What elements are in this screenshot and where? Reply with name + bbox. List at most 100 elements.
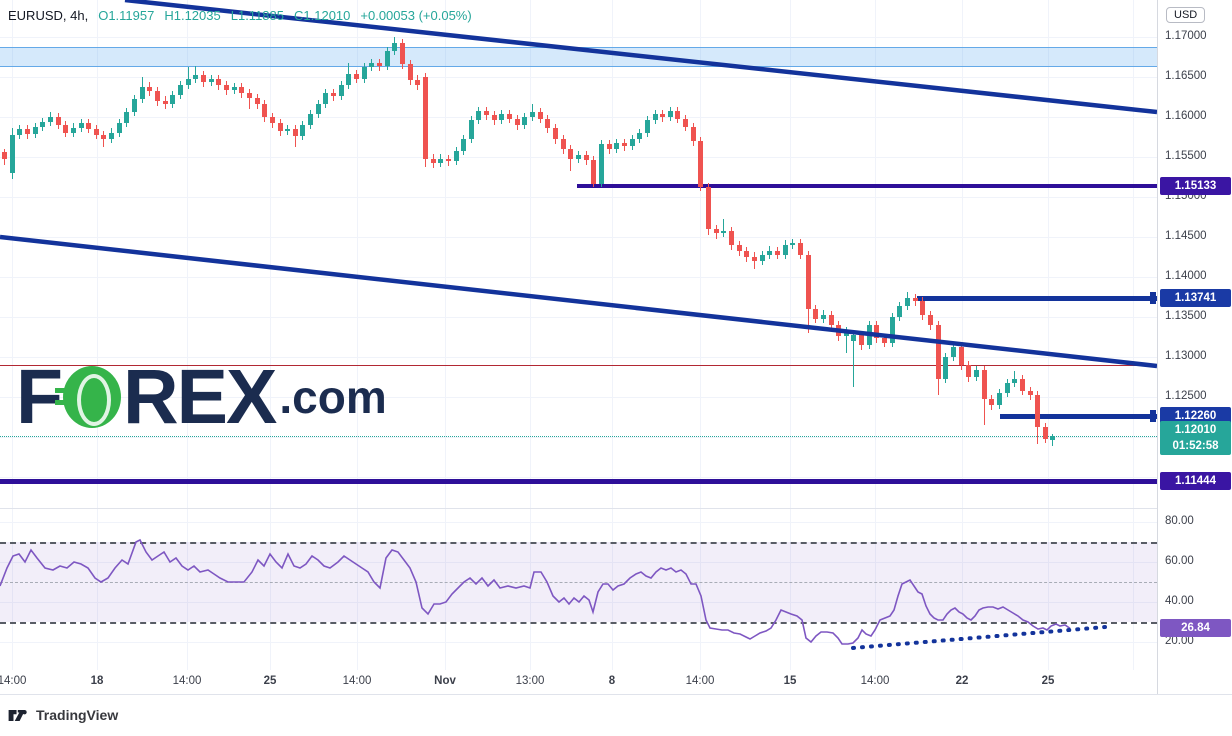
candle[interactable] (323, 93, 329, 105)
candle[interactable] (361, 67, 367, 79)
candle[interactable] (928, 315, 933, 325)
candle[interactable] (331, 93, 337, 97)
candle[interactable] (874, 325, 880, 338)
candle[interactable] (813, 309, 819, 319)
candle[interactable] (514, 118, 520, 125)
candle[interactable] (476, 110, 482, 121)
candle[interactable] (828, 314, 834, 325)
rsi-tick-label[interactable]: 60.00 (1165, 555, 1194, 567)
candle[interactable] (132, 99, 138, 113)
candle[interactable] (598, 144, 604, 185)
tradingview-attribution[interactable]: TradingView (8, 707, 118, 723)
candle[interactable] (407, 64, 413, 81)
pane-separator[interactable] (0, 508, 1157, 509)
candle[interactable] (606, 144, 612, 149)
price-axis[interactable]: USD 1.17000 1.16500 1.16000 1.15500 1.15000 1… (1157, 0, 1232, 694)
candle[interactable] (139, 86, 145, 100)
price-tick-label[interactable]: 1.12500 (1165, 390, 1207, 402)
candle[interactable] (1042, 427, 1048, 439)
candle[interactable] (185, 78, 191, 85)
candle[interactable] (583, 155, 589, 161)
candle[interactable] (40, 121, 46, 127)
rsi-tick-label[interactable]: 80.00 (1165, 515, 1194, 527)
candle[interactable] (759, 255, 765, 261)
candle[interactable] (9, 134, 15, 173)
candle[interactable] (55, 117, 61, 125)
candle[interactable] (208, 78, 214, 82)
candle[interactable] (376, 62, 382, 66)
candle[interactable] (782, 245, 788, 255)
candle[interactable] (109, 133, 115, 140)
candle[interactable] (392, 43, 398, 52)
candle[interactable] (507, 113, 513, 119)
candle[interactable] (231, 86, 237, 90)
candle[interactable] (178, 85, 184, 95)
price-tick-label[interactable]: 1.15500 (1165, 150, 1207, 162)
time-tick-label[interactable]: 15 (783, 675, 797, 687)
time-tick-label[interactable]: 14:00 (0, 675, 27, 687)
candle[interactable] (17, 129, 23, 135)
time-axis[interactable]: 14:00 18 14:00 25 14:00 Nov 13:00 8 14:00 15 14:00… (0, 670, 1157, 694)
candle[interactable] (461, 139, 467, 151)
candle[interactable] (553, 128, 559, 140)
time-tick-label[interactable]: 14:00 (685, 675, 715, 687)
candle[interactable] (124, 112, 130, 124)
candle[interactable] (499, 113, 505, 121)
candle[interactable] (193, 75, 199, 79)
candle[interactable] (996, 393, 1002, 405)
price-tick-label[interactable]: 1.14500 (1165, 230, 1207, 242)
candle[interactable] (950, 347, 956, 357)
candle[interactable] (889, 317, 895, 343)
candle[interactable] (239, 86, 245, 93)
candle[interactable] (101, 134, 107, 140)
candle[interactable] (958, 347, 964, 365)
candle[interactable] (438, 158, 444, 164)
time-tick-label[interactable]: 14:00 (860, 675, 890, 687)
candle[interactable] (560, 139, 566, 149)
time-tick-label[interactable]: 13:00 (515, 675, 545, 687)
candle[interactable] (315, 104, 321, 114)
candle[interactable] (155, 91, 161, 101)
candle[interactable] (269, 117, 275, 124)
candle[interactable] (24, 129, 30, 134)
candle[interactable] (797, 243, 803, 255)
candle[interactable] (736, 245, 742, 252)
candle[interactable] (667, 111, 673, 117)
candle[interactable] (354, 73, 360, 79)
candle[interactable] (920, 301, 926, 316)
candle[interactable] (767, 250, 773, 256)
candle[interactable] (78, 123, 84, 129)
candle[interactable] (843, 331, 849, 337)
resistance-1.13741-line[interactable] (917, 295, 1157, 301)
candle[interactable] (530, 112, 536, 117)
candle[interactable] (973, 369, 979, 377)
candle[interactable] (1012, 379, 1018, 383)
time-tick-label[interactable]: Nov (434, 675, 456, 687)
candle[interactable] (882, 337, 888, 343)
candle[interactable] (537, 112, 543, 119)
candle[interactable] (300, 125, 306, 137)
lower-downtrend[interactable] (0, 234, 1157, 369)
candle[interactable] (897, 305, 903, 317)
price-tick-label[interactable]: 1.14000 (1165, 270, 1207, 282)
candle[interactable] (445, 158, 451, 161)
candle[interactable] (1019, 379, 1025, 391)
candle[interactable] (47, 117, 53, 122)
price-tick-label[interactable]: 1.13500 (1165, 310, 1207, 322)
price-tick-label[interactable]: 1.16500 (1165, 70, 1207, 82)
candle[interactable] (285, 129, 291, 132)
price-tick-label[interactable]: 1.17000 (1165, 30, 1207, 42)
candle[interactable] (292, 129, 298, 137)
candle[interactable] (246, 93, 252, 98)
candle[interactable] (468, 120, 474, 140)
candle[interactable] (912, 297, 918, 301)
candle[interactable] (660, 113, 666, 117)
time-tick-label[interactable]: 22 (955, 675, 969, 687)
candle[interactable] (1027, 390, 1033, 396)
candle[interactable] (713, 229, 719, 233)
candle[interactable] (2, 152, 7, 159)
currency-toggle[interactable]: USD (1166, 7, 1206, 23)
candle[interactable] (721, 230, 727, 233)
candle[interactable] (644, 120, 650, 133)
candle[interactable] (989, 398, 995, 405)
